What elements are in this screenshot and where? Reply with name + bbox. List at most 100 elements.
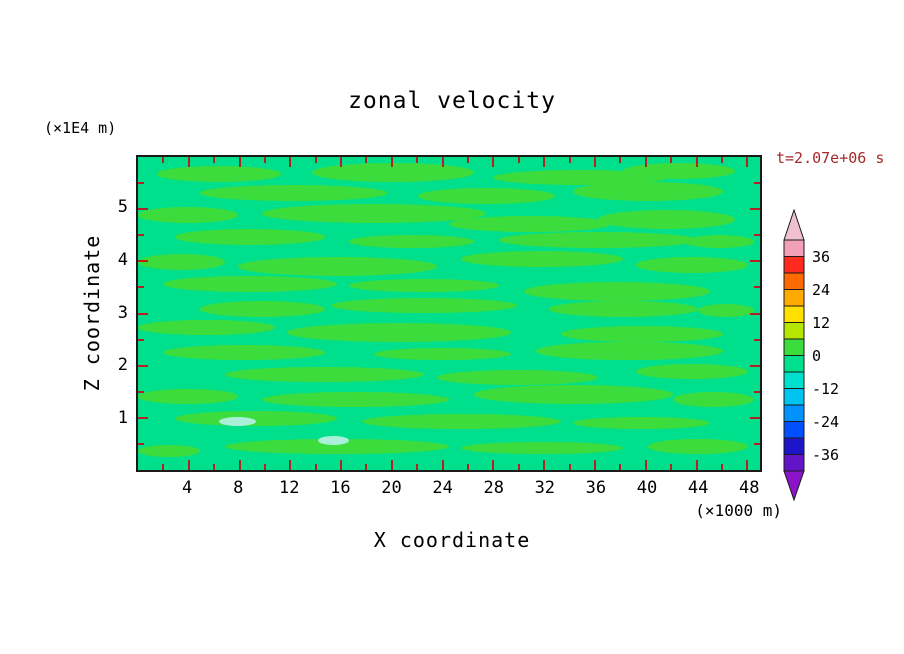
axis-tick (138, 364, 148, 367)
plot-area (136, 155, 762, 472)
contour-streak (573, 182, 723, 201)
axis-tick (543, 157, 546, 167)
axis-tick (593, 460, 596, 470)
axis-tick (750, 416, 760, 419)
colorbar-band (783, 239, 805, 257)
axis-tick (754, 390, 760, 393)
axis-tick (750, 208, 760, 211)
axis-tick (289, 157, 292, 167)
axis-tick (754, 286, 760, 289)
contour-streak (685, 235, 754, 248)
axis-tick (593, 157, 596, 167)
contour-streak (156, 166, 282, 183)
colorbar-label: 12 (812, 313, 831, 332)
contour-streak (287, 322, 512, 342)
axis-tick (568, 157, 571, 163)
axis-tick (750, 260, 760, 263)
axis-tick (263, 157, 266, 163)
contour-streak (312, 163, 474, 183)
colorbar-arrow-top (783, 208, 805, 241)
axis-tick (467, 157, 470, 163)
axis-tick (416, 464, 419, 470)
contour-streak (523, 282, 711, 301)
axis-tick (754, 234, 760, 237)
contour-streak (349, 235, 474, 248)
colorbar-band (783, 322, 805, 340)
axis-tick (138, 286, 144, 289)
x-tick-label: 8 (233, 478, 244, 498)
axis-tick (441, 460, 444, 470)
axis-tick (517, 464, 520, 470)
axis-tick (441, 157, 444, 167)
axis-tick (263, 464, 266, 470)
x-tick-label: 48 (738, 478, 760, 498)
contour-streak (175, 228, 325, 245)
contour-streak (162, 275, 338, 292)
y-axis-unit: (×1E4 m) (44, 119, 117, 137)
axis-tick (416, 157, 419, 163)
colorbar-band (783, 421, 805, 439)
axis-tick (754, 338, 760, 341)
axis-tick (138, 442, 144, 445)
y-tick-label: 4 (117, 249, 128, 270)
contour-streak (175, 410, 338, 427)
contour-streak (623, 163, 736, 179)
axis-tick (517, 157, 520, 163)
axis-tick (238, 460, 241, 470)
axis-tick (365, 464, 368, 470)
axis-tick (390, 460, 393, 470)
contour-streak (573, 416, 711, 430)
time-annotation: t=2.07e+06 s (776, 149, 885, 167)
axis-tick (365, 157, 368, 163)
x-tick-label: 12 (279, 478, 300, 498)
contour-streak (436, 369, 599, 386)
axis-tick (720, 464, 723, 470)
y-tick-label: 3 (117, 302, 128, 323)
contour-streak (635, 257, 748, 273)
colorbar-band (783, 371, 805, 389)
contour-streak (461, 441, 624, 455)
contour-streak (225, 438, 449, 455)
axis-tick (492, 460, 495, 470)
axis-tick (138, 312, 148, 315)
contour-pale-spot (218, 416, 257, 427)
colorbar-band (783, 289, 805, 307)
x-axis-label: X coordinate (373, 528, 531, 552)
axis-tick (314, 464, 317, 470)
contour-streak (697, 304, 754, 317)
colorbar-arrow-bottom (783, 470, 805, 502)
axis-tick (720, 157, 723, 163)
contour-streak (473, 385, 673, 405)
colorbar-band (783, 454, 805, 472)
axis-tick (619, 464, 622, 470)
contour-streak (598, 210, 736, 229)
contour-streak (237, 257, 437, 276)
axis-tick (619, 157, 622, 163)
x-tick-label: 40 (636, 478, 658, 498)
axis-tick (138, 260, 148, 263)
contour-streak (672, 391, 754, 408)
contour-streak (417, 188, 555, 204)
x-tick-label: 4 (181, 478, 193, 498)
colorbar-label: 24 (812, 280, 831, 299)
axis-tick (340, 157, 343, 167)
axis-tick (670, 157, 673, 163)
axis-tick (467, 464, 470, 470)
contour-streak (635, 363, 748, 380)
axis-tick (754, 442, 760, 445)
axis-tick (754, 182, 760, 185)
x-tick-label: 24 (432, 478, 453, 498)
colorbar-band (783, 338, 805, 356)
x-tick-label: 32 (534, 478, 556, 498)
colorbar-band (783, 388, 805, 406)
axis-tick (138, 416, 148, 419)
axis-tick (213, 157, 216, 163)
chart-title: zonal velocity (348, 88, 556, 114)
axis-tick (746, 460, 749, 470)
x-tick-label: 16 (330, 478, 351, 498)
contour-streak (138, 319, 275, 336)
axis-tick (644, 157, 647, 167)
axis-tick (138, 182, 144, 185)
axis-tick (187, 157, 190, 167)
